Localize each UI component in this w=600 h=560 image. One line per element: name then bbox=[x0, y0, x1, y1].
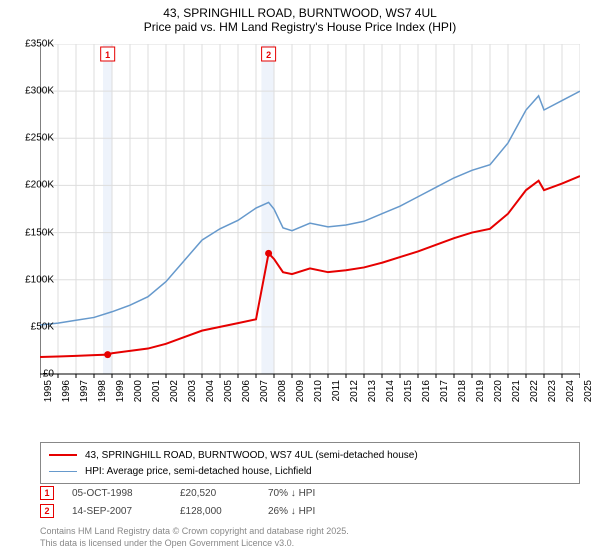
x-tick-label: 2014 bbox=[385, 380, 396, 402]
x-tick-label: 2025 bbox=[583, 380, 594, 402]
x-tick-label: 2010 bbox=[313, 380, 324, 402]
y-tick-label: £200K bbox=[4, 180, 54, 191]
svg-text:1: 1 bbox=[105, 50, 110, 60]
sale-1-price: £20,520 bbox=[180, 488, 250, 499]
x-tick-label: 2011 bbox=[331, 380, 342, 402]
chart-container: 43, SPRINGHILL ROAD, BURNTWOOD, WS7 4UL … bbox=[0, 0, 600, 560]
footer-line1: Contains HM Land Registry data © Crown c… bbox=[40, 526, 349, 538]
sale-rows: 1 05-OCT-1998 £20,520 70% ↓ HPI 2 14-SEP… bbox=[40, 484, 580, 520]
x-tick-label: 2000 bbox=[133, 380, 144, 402]
sale-1-date: 05-OCT-1998 bbox=[72, 488, 162, 499]
x-tick-label: 2019 bbox=[475, 380, 486, 402]
x-tick-label: 2004 bbox=[205, 380, 216, 402]
x-tick-label: 1996 bbox=[61, 380, 72, 402]
x-tick-label: 2017 bbox=[439, 380, 450, 402]
x-tick-label: 2021 bbox=[511, 380, 522, 402]
x-tick-label: 2023 bbox=[547, 380, 558, 402]
legend-swatch-hpi bbox=[49, 471, 77, 472]
title-address: 43, SPRINGHILL ROAD, BURNTWOOD, WS7 4UL bbox=[0, 6, 600, 20]
x-tick-label: 2002 bbox=[169, 380, 180, 402]
x-tick-label: 2018 bbox=[457, 380, 468, 402]
chart-svg: 12 bbox=[40, 44, 580, 404]
legend-row-price-paid: 43, SPRINGHILL ROAD, BURNTWOOD, WS7 4UL … bbox=[49, 447, 571, 463]
x-tick-label: 1998 bbox=[97, 380, 108, 402]
legend-row-hpi: HPI: Average price, semi-detached house,… bbox=[49, 463, 571, 479]
sale-1-delta: 70% ↓ HPI bbox=[268, 488, 315, 499]
sale-row-1: 1 05-OCT-1998 £20,520 70% ↓ HPI bbox=[40, 484, 580, 502]
y-tick-label: £250K bbox=[4, 133, 54, 144]
y-tick-label: £150K bbox=[4, 227, 54, 238]
legend-box: 43, SPRINGHILL ROAD, BURNTWOOD, WS7 4UL … bbox=[40, 442, 580, 484]
y-tick-label: £350K bbox=[4, 39, 54, 50]
x-tick-label: 2012 bbox=[349, 380, 360, 402]
sale-marker-1: 1 bbox=[40, 486, 54, 500]
x-tick-label: 2020 bbox=[493, 380, 504, 402]
y-tick-label: £50K bbox=[4, 321, 54, 332]
x-tick-label: 2005 bbox=[223, 380, 234, 402]
legend-label-price-paid: 43, SPRINGHILL ROAD, BURNTWOOD, WS7 4UL … bbox=[85, 450, 418, 461]
chart-area: 12 bbox=[40, 44, 580, 404]
title-subtitle: Price paid vs. HM Land Registry's House … bbox=[0, 20, 600, 34]
x-tick-label: 1999 bbox=[115, 380, 126, 402]
sale-marker-2-num: 2 bbox=[44, 506, 49, 516]
x-tick-label: 2007 bbox=[259, 380, 270, 402]
x-tick-label: 1997 bbox=[79, 380, 90, 402]
y-tick-label: £300K bbox=[4, 86, 54, 97]
sale-row-2: 2 14-SEP-2007 £128,000 26% ↓ HPI bbox=[40, 502, 580, 520]
x-tick-label: 2013 bbox=[367, 380, 378, 402]
y-tick-label: £100K bbox=[4, 274, 54, 285]
x-tick-label: 2001 bbox=[151, 380, 162, 402]
sale-2-date: 14-SEP-2007 bbox=[72, 506, 162, 517]
x-tick-label: 2015 bbox=[403, 380, 414, 402]
sale-2-delta: 26% ↓ HPI bbox=[268, 506, 315, 517]
x-tick-label: 2003 bbox=[187, 380, 198, 402]
x-tick-label: 2009 bbox=[295, 380, 306, 402]
y-tick-label: £0 bbox=[4, 369, 54, 380]
x-tick-label: 2022 bbox=[529, 380, 540, 402]
footer: Contains HM Land Registry data © Crown c… bbox=[40, 526, 349, 549]
x-tick-label: 2006 bbox=[241, 380, 252, 402]
x-tick-label: 2024 bbox=[565, 380, 576, 402]
sale-marker-1-num: 1 bbox=[44, 488, 49, 498]
x-tick-label: 1995 bbox=[43, 380, 54, 402]
sale-marker-2: 2 bbox=[40, 504, 54, 518]
footer-line2: This data is licensed under the Open Gov… bbox=[40, 538, 349, 550]
legend-swatch-price-paid bbox=[49, 454, 77, 456]
sale-2-price: £128,000 bbox=[180, 506, 250, 517]
x-tick-label: 2016 bbox=[421, 380, 432, 402]
svg-text:2: 2 bbox=[266, 50, 271, 60]
title-block: 43, SPRINGHILL ROAD, BURNTWOOD, WS7 4UL … bbox=[0, 0, 600, 36]
x-tick-label: 2008 bbox=[277, 380, 288, 402]
legend-label-hpi: HPI: Average price, semi-detached house,… bbox=[85, 466, 312, 477]
